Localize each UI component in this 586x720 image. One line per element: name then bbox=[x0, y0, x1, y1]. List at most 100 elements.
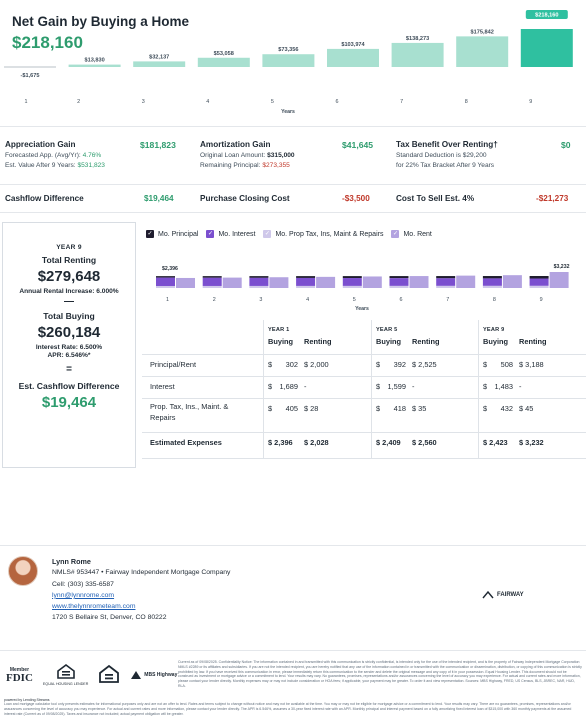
tax-benefit-value: $0 bbox=[561, 140, 571, 150]
table-buying-value: 302 bbox=[285, 360, 298, 369]
bar-interest-3 bbox=[249, 277, 269, 286]
house-icon bbox=[99, 664, 120, 683]
table-renting-value: $ 2,000 bbox=[304, 360, 329, 369]
legend-interest[interactable]: ✓ Mo. Interest bbox=[206, 230, 255, 238]
fdic-member-text: Member bbox=[9, 667, 30, 673]
tick-label: 5 bbox=[353, 297, 356, 303]
cashflow-label: Est. Cashflow Difference bbox=[18, 381, 120, 391]
data-label: $138,273 bbox=[406, 36, 429, 42]
agent-nmls: NMLS# 953447 • Fairway Independent Mortg… bbox=[52, 569, 231, 577]
fairway-logo-text: FAIRWAY bbox=[497, 591, 524, 598]
divider bbox=[0, 212, 586, 213]
tick-label: 9 bbox=[529, 99, 532, 105]
legend-rent[interactable]: ✓ Mo. Rent bbox=[391, 230, 432, 238]
remaining-principal-value: $273,355 bbox=[262, 162, 290, 169]
table-total-renting: $ 2,028 bbox=[304, 438, 329, 447]
bar-rent-1 bbox=[176, 277, 195, 288]
agent-email-link[interactable]: lynn@lynnrome.com bbox=[52, 591, 115, 599]
disclaimer-text: Current as of 09/08/2025. Confidentialit… bbox=[178, 660, 582, 688]
legend-principal[interactable]: ✓ Mo. Principal bbox=[146, 230, 198, 238]
cashflow-difference-label: Cashflow Difference bbox=[5, 194, 84, 203]
table-column-divider bbox=[371, 320, 372, 458]
bar-8 bbox=[456, 36, 509, 67]
table-currency: $ bbox=[483, 360, 488, 369]
tick-label: 2 bbox=[213, 297, 216, 303]
forecasted-appreciation-value: 4.76% bbox=[82, 152, 102, 159]
fdic-text: FDIC bbox=[6, 672, 33, 684]
bar-principal-3 bbox=[249, 276, 269, 278]
bar-rent-9 bbox=[549, 272, 569, 288]
checkbox-icon[interactable]: ✓ bbox=[206, 230, 215, 238]
cost-to-sell-label: Cost To Sell Est. 4% bbox=[396, 194, 475, 203]
bar-rent-6 bbox=[409, 276, 429, 288]
table-buying-value: 1,689 bbox=[279, 382, 299, 391]
mbs-highway-text: MBS Highway bbox=[144, 672, 178, 678]
legend-prop-tax[interactable]: ✓ Mo. Prop Tax, Ins, Maint & Repairs bbox=[263, 230, 383, 238]
closing-cost-label: Purchase Closing Cost bbox=[200, 194, 290, 203]
mbs-highway-icon bbox=[131, 671, 142, 679]
equals-sign: = bbox=[66, 364, 72, 375]
legend-label: Mo. Interest bbox=[218, 230, 256, 238]
bar-prop-tax-2 bbox=[202, 285, 222, 288]
table-currency: $ bbox=[268, 404, 273, 413]
summary-year: YEAR 9 bbox=[56, 244, 82, 251]
table-renting-header: Renting bbox=[304, 337, 332, 346]
bar-6 bbox=[327, 48, 379, 67]
x-axis-label: Years bbox=[281, 109, 295, 115]
estimated-value-value: $531,823 bbox=[77, 162, 105, 169]
bar-prop-tax-6 bbox=[389, 285, 409, 288]
bar-prop-tax-8 bbox=[482, 285, 502, 288]
table-currency: $ bbox=[483, 404, 488, 413]
data-label: $175,842 bbox=[471, 29, 494, 35]
table-total-buying: $ 2,423 bbox=[483, 438, 508, 447]
checkbox-icon[interactable]: ✓ bbox=[146, 230, 154, 238]
standard-deduction: Standard Deduction is $29,200 bbox=[396, 152, 487, 159]
data-label: $53,058 bbox=[214, 51, 234, 57]
bar-principal-8 bbox=[482, 276, 502, 279]
net-gain-bar-chart: -$1,675 1 $13,830 2 $32,137 3 $53,058 4 $73,356 5… bbox=[4, 10, 573, 115]
checkbox-icon[interactable]: ✓ bbox=[391, 230, 400, 238]
cashflow-value: $19,464 bbox=[41, 394, 97, 411]
original-loan: Original Loan Amount: $315,000 bbox=[200, 152, 295, 159]
footer-logos: Member FDIC EQUAL HOUSING LENDER MBS Hig… bbox=[6, 663, 177, 687]
estimated-value: Est. Value After 9 Years: $531,823 bbox=[5, 162, 105, 169]
agent-website-link[interactable]: www.thelynnrometeam.com bbox=[52, 603, 136, 611]
table-total-renting: $ 2,560 bbox=[412, 438, 437, 447]
tick-label: 9 bbox=[540, 297, 543, 303]
tick-label: 5 bbox=[271, 99, 274, 105]
table-currency: $ bbox=[376, 360, 381, 369]
bar-prop-tax-3 bbox=[249, 285, 269, 288]
avatar bbox=[8, 556, 38, 586]
table-divider bbox=[142, 376, 586, 377]
table-renting-header: Renting bbox=[412, 337, 440, 346]
bar-3 bbox=[133, 61, 186, 67]
legend-label: Mo. Prop Tax, Ins, Maint & Repairs bbox=[275, 230, 384, 238]
bar-prop-tax-7 bbox=[436, 285, 456, 288]
net-gain-value: $218,160 bbox=[12, 33, 83, 52]
amortization-gain-label: Amortization Gain bbox=[200, 140, 271, 149]
bar-rent-2 bbox=[222, 277, 242, 288]
table-row-label: Interest bbox=[150, 382, 175, 391]
equal-housing-text: EQUAL HOUSING LENDER bbox=[42, 682, 89, 686]
legend-label: Mo. Principal bbox=[158, 230, 199, 238]
bar-5 bbox=[262, 54, 315, 67]
table-total-buying: $ 2,409 bbox=[376, 438, 401, 447]
data-label: $13,830 bbox=[84, 58, 104, 64]
fdic-logo: Member FDIC bbox=[6, 667, 33, 684]
tax-bracket: for 22% Tax Bracket After 9 Years bbox=[396, 162, 495, 169]
tick-label: 8 bbox=[465, 99, 468, 105]
data-label: $218,160 bbox=[535, 13, 558, 19]
table-buying-value: 1,483 bbox=[494, 382, 514, 391]
appreciation-gain-label: Appreciation Gain bbox=[5, 140, 76, 149]
tick-label: 2 bbox=[77, 99, 80, 105]
x-axis-label: Years bbox=[355, 306, 369, 312]
bar-prop-tax-5 bbox=[342, 285, 362, 288]
end-label: $3,232 bbox=[554, 264, 570, 270]
table-currency: $ bbox=[376, 404, 381, 413]
table-year-header: YEAR 5 bbox=[376, 327, 398, 333]
bar-interest-6 bbox=[389, 278, 409, 286]
table-renting-value: - bbox=[519, 382, 522, 391]
remaining-principal-label: Remaining Principal: bbox=[200, 162, 261, 169]
checkbox-icon[interactable]: ✓ bbox=[263, 230, 272, 238]
table-total-renting: $ 3,232 bbox=[519, 438, 544, 447]
